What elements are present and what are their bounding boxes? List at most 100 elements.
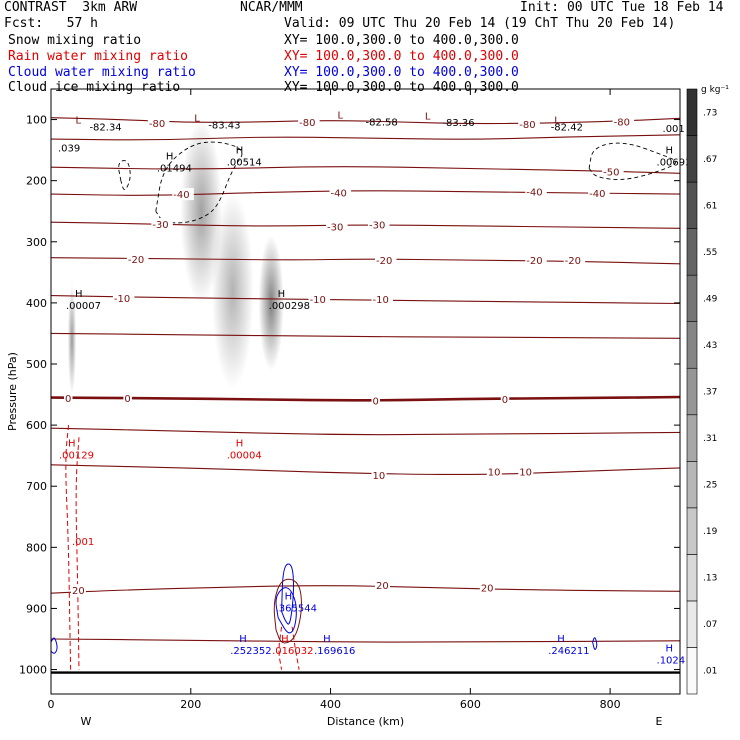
extremum-H-0: H bbox=[166, 151, 174, 162]
isotherm-label-bg-2-0 bbox=[602, 165, 624, 178]
colorbar-swatch-1 bbox=[686, 600, 698, 648]
ytick-label-8: 900 bbox=[26, 602, 47, 615]
isotherm-label-bg-3-0 bbox=[172, 188, 194, 201]
x-end-west: W bbox=[80, 715, 91, 728]
extremum-H-7: H bbox=[285, 591, 293, 602]
extremum-H-8: H bbox=[239, 634, 247, 645]
isotherm-label-bg-10-2 bbox=[518, 465, 534, 478]
ytick-label-7: 800 bbox=[26, 541, 47, 554]
extremum-H-2: H bbox=[666, 145, 674, 156]
field-rain-name: Rain water mixing ratio bbox=[8, 49, 189, 64]
extremum-H-12: H bbox=[666, 643, 674, 654]
extremum-value-11: .246211 bbox=[548, 646, 589, 657]
isotherm-label-bg-5-2 bbox=[525, 254, 547, 267]
colorbar-swatch-6 bbox=[686, 367, 698, 416]
colorbar-label-2: .13 bbox=[703, 574, 717, 584]
isotherm-1 bbox=[51, 134, 680, 141]
colorbar-swatch-11 bbox=[686, 135, 698, 183]
extremum-H-1: H bbox=[236, 145, 244, 156]
extremum-value-3: .00007 bbox=[66, 301, 101, 312]
upper-label-4: -82.42 bbox=[551, 122, 583, 133]
extremum-H-3: H bbox=[75, 289, 83, 300]
extremum-H-5: H bbox=[68, 439, 76, 450]
header-init: Init: 00 UTC Tue 18 Feb 14 bbox=[520, 0, 724, 15]
colorbar-label-0: .01 bbox=[703, 667, 717, 677]
isotherm-7 bbox=[51, 332, 680, 339]
isotherm-label-4-1: -30 bbox=[327, 223, 343, 234]
header-org: NCAR/MMM bbox=[240, 0, 303, 15]
isotherm-label-8-3: 0 bbox=[502, 395, 508, 406]
isotherm-label-10-0: 10 bbox=[372, 471, 385, 482]
rain-contour-3 bbox=[291, 626, 300, 670]
extremum-value-6: .00004 bbox=[227, 451, 262, 462]
low-marker-1: L bbox=[194, 114, 200, 125]
colorbar-swatch-3 bbox=[686, 507, 698, 555]
ytick-label-9: 1000 bbox=[19, 664, 47, 677]
extremum-value-2: .00693 bbox=[657, 157, 692, 168]
snow-shade-1 bbox=[211, 192, 254, 389]
isotherm-label-4-2: -30 bbox=[369, 221, 385, 232]
isotherm-3 bbox=[51, 190, 680, 196]
isotherm-4 bbox=[51, 221, 680, 229]
plot-frame bbox=[50, 88, 681, 695]
isotherm-10 bbox=[51, 464, 680, 476]
isotherm-label-bg-5-3 bbox=[563, 254, 586, 267]
isotherm-label-bg-8-2 bbox=[371, 394, 380, 407]
snow-shading-layer bbox=[67, 119, 284, 395]
isotherm-2 bbox=[51, 166, 680, 174]
cloud-water-contour-1 bbox=[275, 587, 297, 634]
upper-label-6: .039 bbox=[58, 144, 80, 155]
isotherm-label-bg-4-1 bbox=[326, 220, 348, 233]
isotherm-label-bg-6-0 bbox=[112, 292, 135, 304]
extremum-H-4: H bbox=[278, 289, 286, 300]
extremum-H-9: H bbox=[281, 634, 289, 645]
low-marker-3: L bbox=[425, 111, 431, 122]
colorbar-swatch-2 bbox=[686, 554, 698, 602]
colorbar-label-10: .61 bbox=[703, 201, 717, 211]
colorbar-label-9: .55 bbox=[703, 248, 717, 258]
isotherm-label-11-1: 20 bbox=[376, 581, 389, 592]
xtick-label-3: 600 bbox=[460, 698, 481, 711]
isotherm-8 bbox=[51, 395, 680, 402]
isotherm-label-11-0: 20 bbox=[72, 586, 85, 597]
isotherm-label-bg-4-2 bbox=[367, 218, 390, 231]
ytick-label-5: 600 bbox=[26, 419, 47, 432]
header-valid: Valid: 09 UTC Thu 20 Feb 14 (19 ChT Thu … bbox=[284, 16, 676, 31]
field-cloudwater-name: Cloud water mixing ratio bbox=[8, 65, 196, 80]
ytick-label-2: 300 bbox=[26, 236, 47, 249]
colorbar-swatch-0 bbox=[686, 647, 698, 695]
isotherm-label-0-2: -80 bbox=[519, 120, 535, 131]
extremum-value-10: .169616 bbox=[314, 646, 355, 657]
field-snow-name: Snow mixing ratio bbox=[8, 33, 142, 48]
x-axis-label: Distance (km) bbox=[327, 715, 404, 728]
isotherm-label-bg-0-0 bbox=[147, 117, 170, 130]
ytick-label-3: 400 bbox=[26, 297, 47, 310]
cloud-ice-contour-0 bbox=[118, 160, 131, 190]
isotherm-label-4-0: -30 bbox=[152, 220, 168, 231]
isotherm-label-3-1: -40 bbox=[331, 188, 347, 199]
colorbar: .01 .07 .13 .19 .25 .31 .37 .43 .49 .55 .61 .67 .73 g… bbox=[686, 85, 729, 695]
isotherm-label-5-2: -20 bbox=[526, 256, 542, 267]
isotherm-label-6-0: -10 bbox=[114, 294, 130, 305]
upper-label-5: .001 bbox=[663, 124, 685, 135]
colorbar-label-11: .67 bbox=[703, 155, 717, 165]
isotherm-label-0-1: -80 bbox=[299, 118, 315, 129]
isotherm-label-bg-8-3 bbox=[500, 392, 510, 405]
isotherm-label-bg-10-1 bbox=[486, 465, 502, 478]
isotherm-label-bg-5-1 bbox=[374, 254, 397, 267]
extremum-value-0: .01494 bbox=[157, 163, 192, 174]
cloud-ice-contour-2 bbox=[588, 142, 677, 180]
isotherm-label-bg-6-1 bbox=[308, 293, 331, 306]
colorbar-swatch-4 bbox=[686, 461, 698, 509]
isotherm-label-8-2: 0 bbox=[372, 397, 378, 408]
colorbar-label-5: .31 bbox=[703, 434, 717, 444]
isotherm-label-3-2: -40 bbox=[526, 188, 542, 199]
colorbar-swatch-8 bbox=[686, 274, 698, 322]
isotherm-label-11-2: 20 bbox=[481, 584, 494, 595]
isotherm-label-3-0: -40 bbox=[173, 190, 189, 201]
upper-label-3: -83.36 bbox=[442, 118, 474, 129]
field-cloudwater-xy: XY= 100.0,300.0 to 400.0,300.0 bbox=[284, 65, 519, 80]
rain-label-0: .001 bbox=[72, 537, 94, 548]
